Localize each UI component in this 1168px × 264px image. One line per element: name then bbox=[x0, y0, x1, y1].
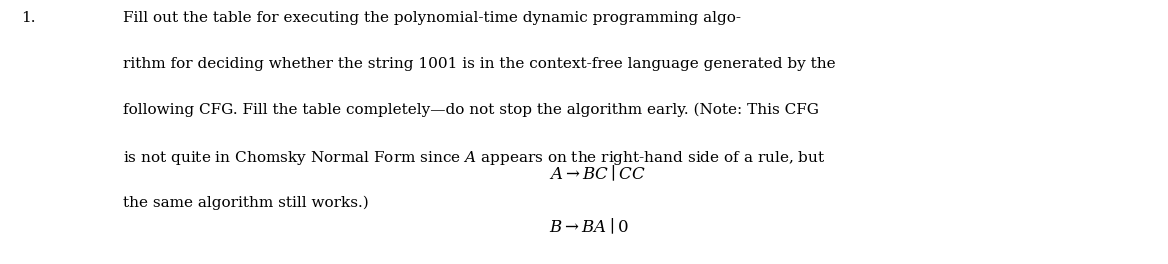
Text: 1.: 1. bbox=[21, 11, 35, 25]
Text: rithm for deciding whether the string 1001 is in the context-free language gener: rithm for deciding whether the string 10… bbox=[123, 57, 835, 71]
Text: $A \rightarrow BC \mid CC$: $A \rightarrow BC \mid CC$ bbox=[549, 164, 646, 183]
Text: the same algorithm still works.): the same algorithm still works.) bbox=[123, 195, 368, 210]
Text: Fill out the table for executing the polynomial-time dynamic programming algo-: Fill out the table for executing the pol… bbox=[123, 11, 741, 25]
Text: $B \rightarrow BA \mid 0$: $B \rightarrow BA \mid 0$ bbox=[549, 216, 628, 236]
Text: following CFG. Fill the table completely—do not stop the algorithm early. (Note:: following CFG. Fill the table completely… bbox=[123, 103, 819, 117]
Text: is not quite in Chomsky Normal Form since $A$ appears on the right-hand side of : is not quite in Chomsky Normal Form sinc… bbox=[123, 149, 825, 167]
